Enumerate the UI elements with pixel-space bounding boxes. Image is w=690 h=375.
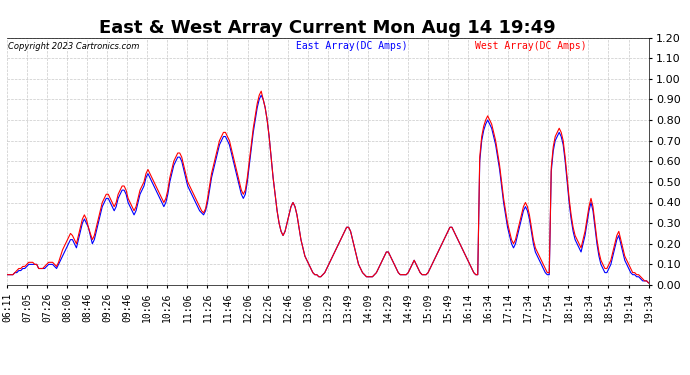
Text: East Array(DC Amps): East Array(DC Amps) <box>295 41 407 51</box>
Title: East & West Array Current Mon Aug 14 19:49: East & West Array Current Mon Aug 14 19:… <box>99 20 556 38</box>
Text: West Array(DC Amps): West Array(DC Amps) <box>475 41 587 51</box>
Text: Copyright 2023 Cartronics.com: Copyright 2023 Cartronics.com <box>8 42 139 51</box>
